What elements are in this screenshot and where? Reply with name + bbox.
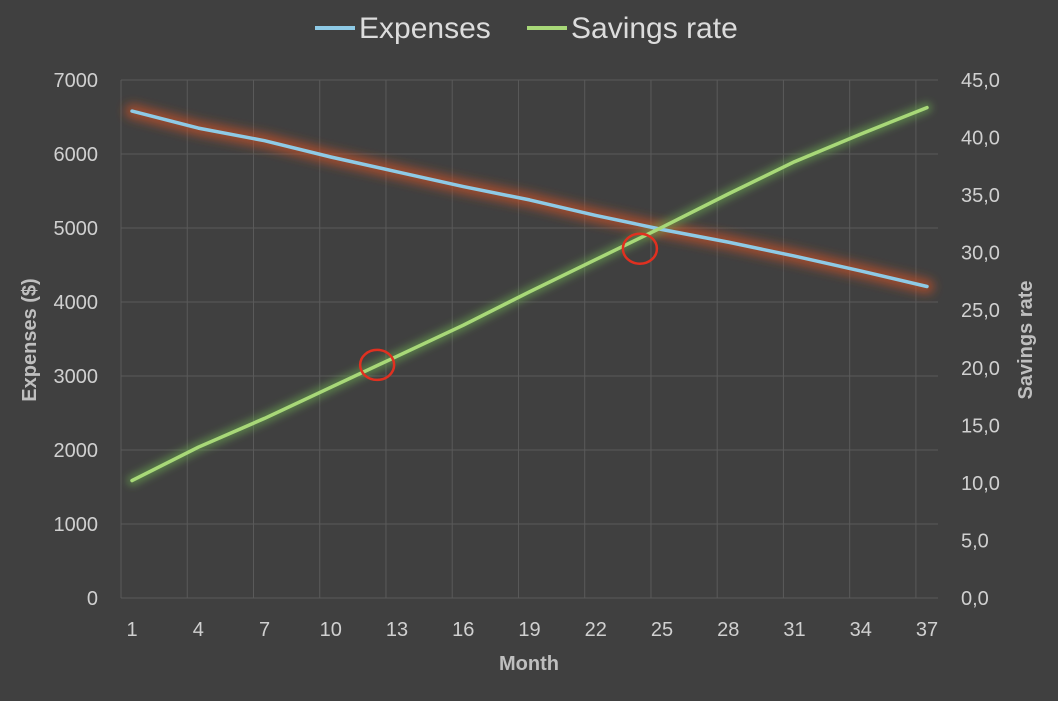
legend-label-expenses: Expenses [359,12,491,45]
y-tick-label: 1000 [54,514,99,536]
y-tick-label: 0 [87,588,98,610]
y-tick-label: 2000 [54,440,99,462]
x-tick-label: 28 [717,619,739,641]
x-tick-label: 16 [452,619,474,641]
y-tick-label: 6000 [54,144,99,166]
x-tick-label: 31 [783,619,805,641]
x-tick-label: 19 [518,619,540,641]
series-line-savings-rate [130,105,929,483]
y-tick-label: 3000 [54,366,99,388]
y-tick-label: 5000 [54,218,99,240]
y-axis-title: Expenses ($) [19,278,41,401]
series-line-expenses [130,109,929,289]
x-tick-label: 34 [850,619,872,641]
y2-tick-label: 25,0 [961,300,1000,322]
y2-tick-label: 35,0 [961,185,1000,207]
x-tick-label: 7 [259,619,270,641]
x-axis-ticks: 1 4 7 10 13 16 19 22 25 28 31 34 37 [126,619,938,641]
y2-tick-label: 30,0 [961,243,1000,265]
x-tick-label: 22 [585,619,607,641]
annotation-circle [621,232,659,265]
y2-axis-title: Savings rate [1015,281,1037,400]
y2-axis-ticks: 0,0 5,0 10,0 15,0 20,0 25,0 30,0 35,0 40,0 45,0 [961,70,1000,610]
legend: Expenses Savings rate [315,12,738,45]
x-tick-label: 25 [651,619,673,641]
legend-label-savings-rate: Savings rate [571,12,738,45]
x-tick-label: 4 [193,619,204,641]
x-tick-label: 1 [126,619,137,641]
annotation-circle [358,348,396,382]
x-tick-label: 37 [916,619,938,641]
y-tick-label: 7000 [54,70,99,92]
y2-tick-label: 5,0 [961,530,989,552]
y-tick-label: 4000 [54,292,99,314]
annotation-layer [358,232,659,382]
y2-tick-label: 40,0 [961,128,1000,150]
x-tick-label: 10 [320,619,342,641]
y2-tick-label: 10,0 [961,473,1000,495]
y-axis-ticks: 0 1000 2000 3000 4000 5000 6000 7000 [54,70,99,610]
series-layer [130,105,929,483]
y2-tick-label: 45,0 [961,70,1000,92]
x-tick-label: 13 [386,619,408,641]
y2-tick-label: 15,0 [961,415,1000,437]
y2-tick-label: 0,0 [961,588,989,610]
y2-tick-label: 20,0 [961,358,1000,380]
x-axis-title: Month [499,653,559,675]
